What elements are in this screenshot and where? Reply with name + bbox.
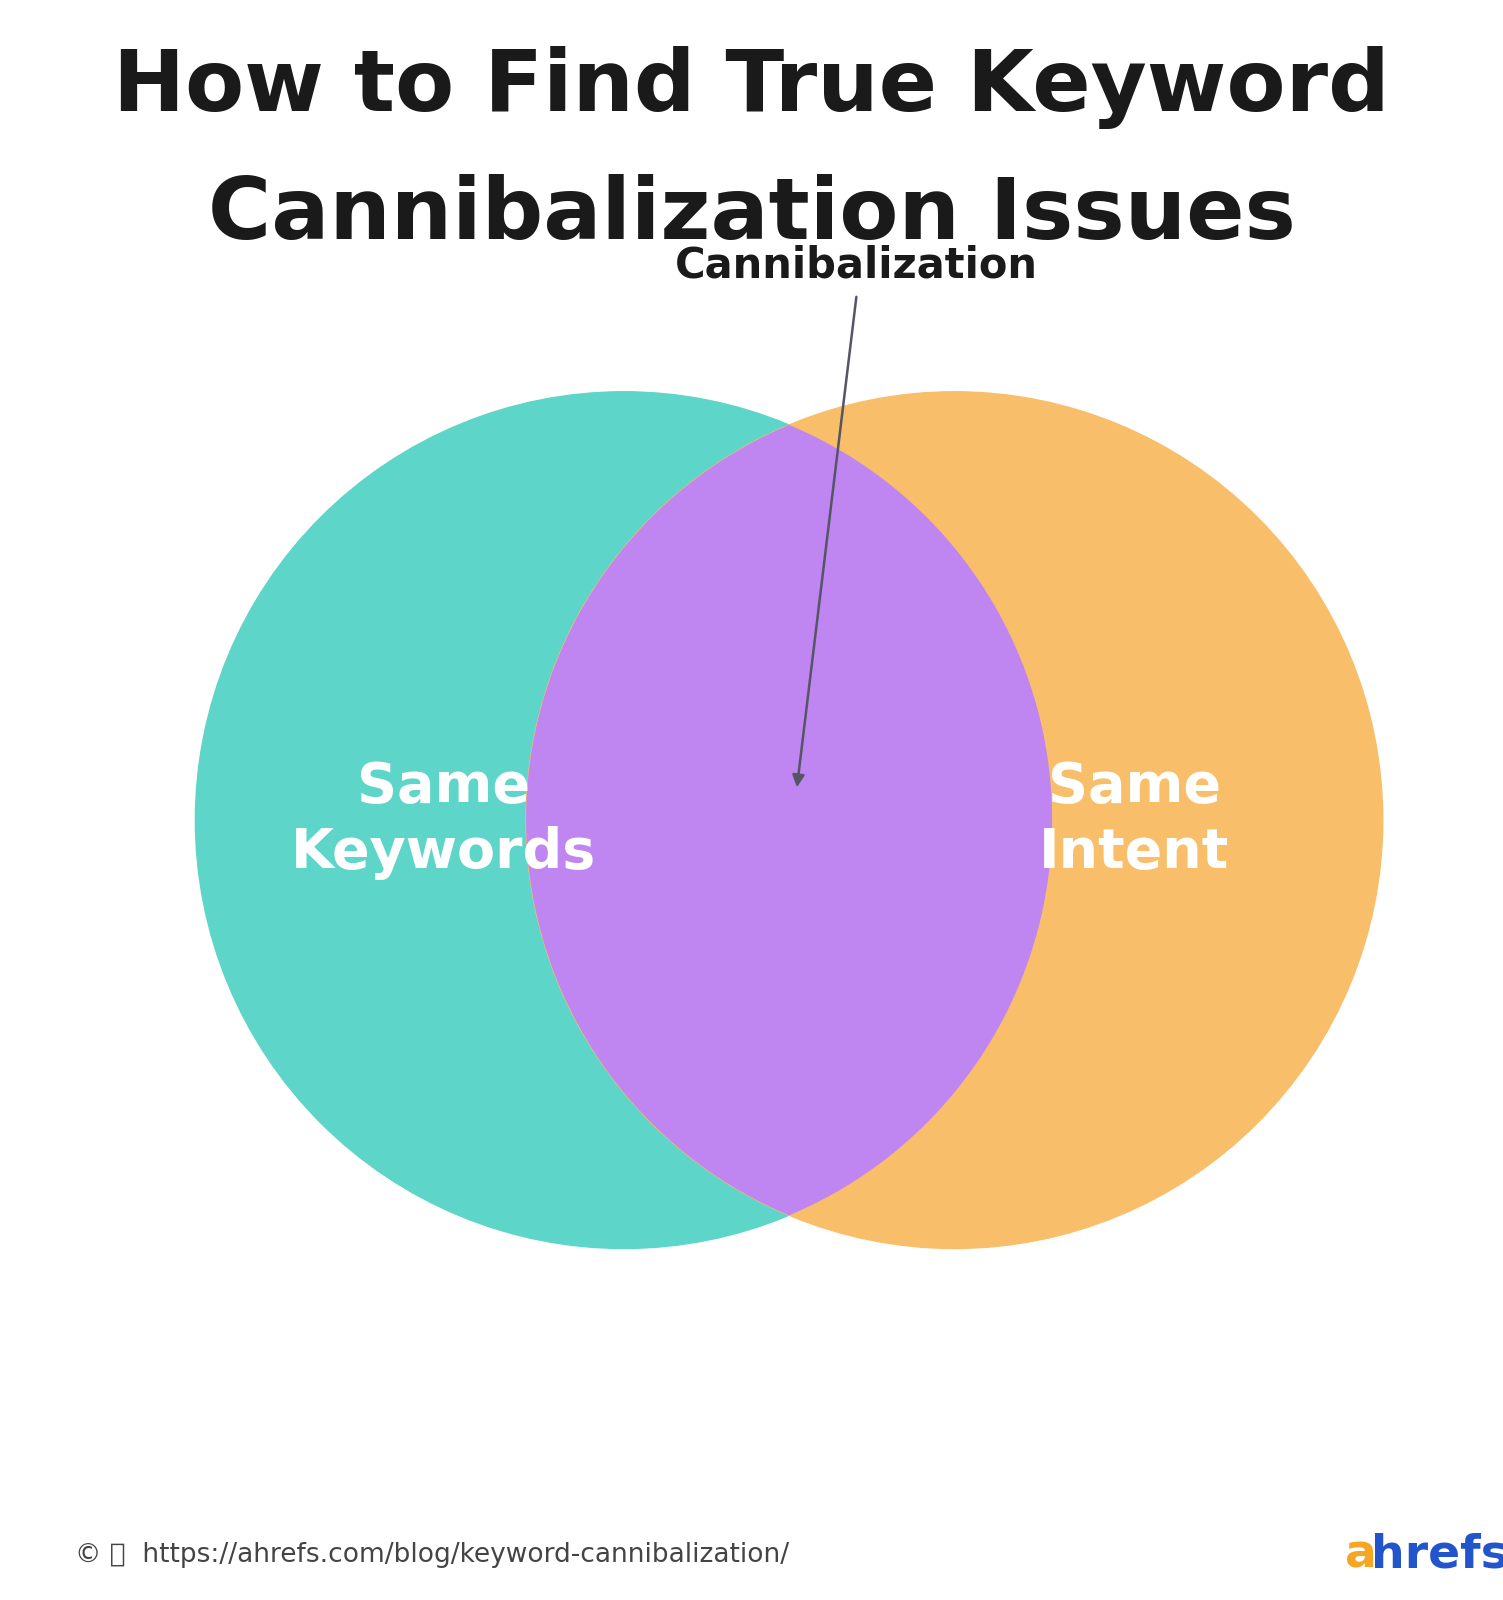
Text: hrefs: hrefs (1371, 1533, 1503, 1578)
PathPatch shape (526, 426, 1052, 1216)
Text: Same
Intent: Same Intent (1039, 760, 1229, 880)
Circle shape (195, 392, 1052, 1248)
Text: How to Find True Keyword: How to Find True Keyword (113, 46, 1390, 130)
Text: a: a (1345, 1533, 1377, 1578)
Text: Cannibalization Issues: Cannibalization Issues (207, 174, 1296, 258)
Text: Cannibalization: Cannibalization (675, 245, 1039, 286)
Circle shape (526, 392, 1383, 1248)
Text: Same
Keywords: Same Keywords (292, 760, 597, 880)
Text: © ⓘ  https://ahrefs.com/blog/keyword-cannibalization/: © ⓘ https://ahrefs.com/blog/keyword-cann… (75, 1542, 789, 1568)
